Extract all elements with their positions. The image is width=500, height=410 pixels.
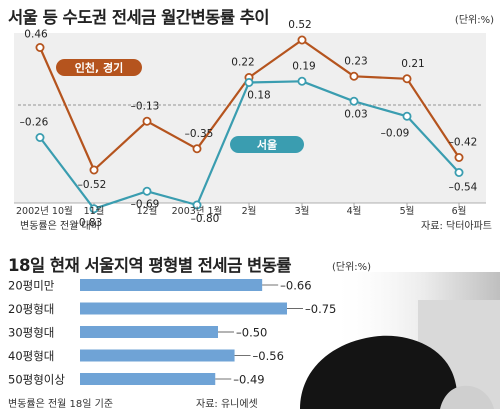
data-point <box>89 204 99 214</box>
legend-label: 인천, 경기 <box>75 61 124 75</box>
category-label: 20평미만 <box>8 279 55 293</box>
data-point <box>192 144 202 154</box>
x-tick-label: 2월 <box>242 205 257 217</box>
data-label: 0.03 <box>344 108 367 120</box>
data-label: –0.26 <box>20 117 49 129</box>
data-label: 0.21 <box>401 58 424 70</box>
legend-badge <box>230 136 304 153</box>
bar <box>80 302 287 315</box>
data-label: –0.09 <box>381 127 410 139</box>
data-point <box>454 152 464 162</box>
bottom-chart-title: 18일 현재 서울지역 평형별 전세금 변동률 <box>8 256 292 275</box>
value-label: –0.66 <box>280 279 311 293</box>
top-chart-title: 서울 등 수도권 전세금 월간변동률 추이 <box>8 8 270 27</box>
data-label: –0.52 <box>78 179 107 191</box>
data-label: –0.35 <box>185 128 214 140</box>
data-point <box>349 71 359 81</box>
data-label: 0.22 <box>231 57 254 69</box>
bottom-chart-unit: (단위:%) <box>332 262 372 273</box>
data-point <box>142 186 152 196</box>
data-point <box>35 132 45 142</box>
bar <box>80 326 218 338</box>
data-point <box>297 76 307 86</box>
data-point <box>349 96 359 106</box>
data-label: 0.19 <box>292 60 315 72</box>
bar <box>80 349 235 362</box>
data-point <box>402 111 412 121</box>
legend-label: 서울 <box>257 138 277 152</box>
data-point <box>35 43 45 53</box>
data-point <box>89 165 99 175</box>
data-point <box>142 116 152 126</box>
data-point <box>454 167 464 177</box>
data-point <box>192 200 202 210</box>
category-label: 40평형대 <box>8 349 54 363</box>
top-chart-source: 자료: 닥터아파트 <box>421 220 492 232</box>
category-label: 20평형대 <box>8 302 54 316</box>
data-label: –0.13 <box>131 100 160 112</box>
x-tick-label: 2003년 1월 <box>172 205 223 217</box>
bar <box>80 279 263 291</box>
data-label: –0.42 <box>449 137 478 149</box>
data-label: 0.52 <box>288 19 311 31</box>
legend-badge <box>56 59 142 76</box>
data-label: 0.23 <box>344 55 367 67</box>
category-label: 30평형대 <box>8 326 54 340</box>
x-tick-label: 6월 <box>452 205 467 217</box>
bottom-chart-note: 변동률은 전월 18일 기준 <box>8 399 114 410</box>
data-label: –0.54 <box>449 182 478 194</box>
value-label: –0.56 <box>253 349 284 363</box>
x-tick-label: 11월 <box>84 205 105 217</box>
data-label: –0.80 <box>191 213 220 225</box>
value-label: –0.49 <box>233 373 264 387</box>
data-label: 0.46 <box>24 29 48 41</box>
data-point <box>244 78 254 88</box>
category-label: 50평형이상 <box>8 373 65 387</box>
top-chart-note: 변동률은 전월 대비 <box>20 220 100 232</box>
data-point <box>402 74 412 84</box>
bar <box>80 373 216 385</box>
x-tick-label: 3월 <box>295 205 310 217</box>
top-chart-unit: (단위:%) <box>454 15 494 26</box>
data-label: 0.18 <box>247 90 270 102</box>
value-label: –0.50 <box>236 326 267 340</box>
value-label: –0.75 <box>305 302 336 316</box>
data-label: –0.69 <box>131 198 160 210</box>
x-tick-label: 2002년 10월 <box>16 205 73 217</box>
x-tick-label: 5월 <box>400 205 415 217</box>
x-tick-label: 4월 <box>347 205 362 217</box>
data-label: –0.83 <box>74 217 103 229</box>
data-point <box>297 35 307 45</box>
x-tick-label: 12월 <box>137 205 158 217</box>
bottom-chart-source: 자료: 유니에셋 <box>196 399 258 410</box>
